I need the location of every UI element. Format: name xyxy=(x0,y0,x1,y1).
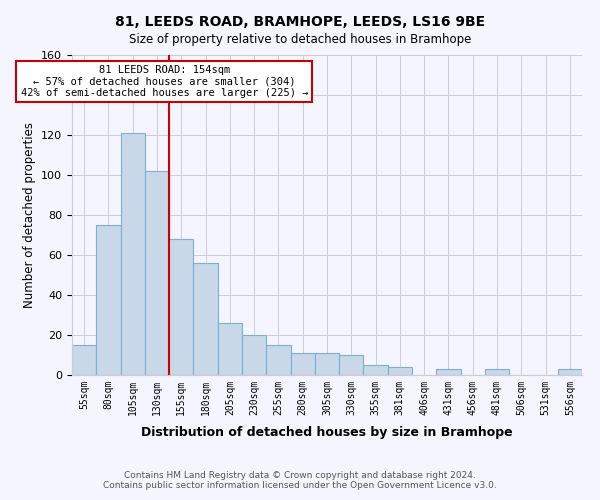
Y-axis label: Number of detached properties: Number of detached properties xyxy=(23,122,35,308)
Bar xyxy=(266,345,290,375)
Bar xyxy=(96,225,121,375)
Text: Size of property relative to detached houses in Bramhope: Size of property relative to detached ho… xyxy=(129,32,471,46)
Bar xyxy=(218,323,242,375)
Bar xyxy=(193,263,218,375)
X-axis label: Distribution of detached houses by size in Bramhope: Distribution of detached houses by size … xyxy=(141,426,513,439)
Bar xyxy=(242,335,266,375)
Bar xyxy=(339,355,364,375)
Bar xyxy=(72,345,96,375)
Bar xyxy=(121,133,145,375)
Bar xyxy=(145,171,169,375)
Text: 81, LEEDS ROAD, BRAMHOPE, LEEDS, LS16 9BE: 81, LEEDS ROAD, BRAMHOPE, LEEDS, LS16 9B… xyxy=(115,15,485,29)
Bar xyxy=(388,367,412,375)
Bar xyxy=(364,365,388,375)
Bar xyxy=(436,369,461,375)
Text: 81 LEEDS ROAD: 154sqm
← 57% of detached houses are smaller (304)
42% of semi-det: 81 LEEDS ROAD: 154sqm ← 57% of detached … xyxy=(20,65,308,98)
Bar xyxy=(485,369,509,375)
Text: Contains HM Land Registry data © Crown copyright and database right 2024.
Contai: Contains HM Land Registry data © Crown c… xyxy=(103,470,497,490)
Bar xyxy=(169,239,193,375)
Bar xyxy=(558,369,582,375)
Bar xyxy=(290,353,315,375)
Bar xyxy=(315,353,339,375)
